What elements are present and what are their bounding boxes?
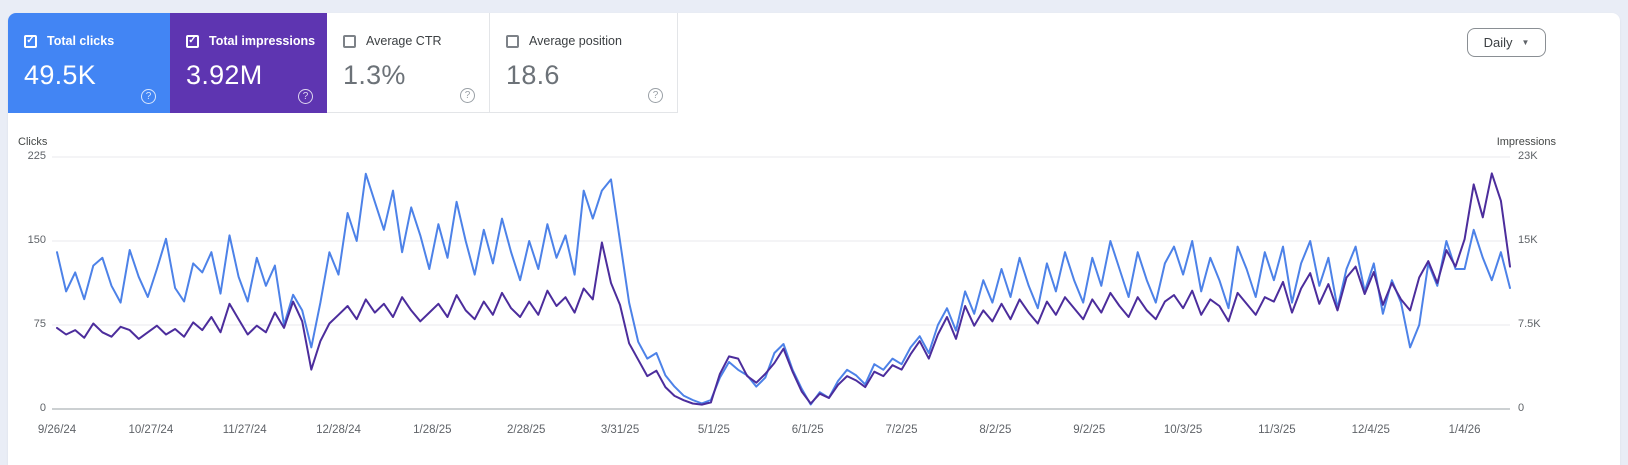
metric-cards: ✓ Total clicks 49.5K ? ✓ Total impressio…	[8, 13, 678, 113]
metric-card-header: ✓ Total impressions	[186, 34, 315, 48]
metric-card-average-ctr[interactable]: Average CTR 1.3% ?	[327, 13, 490, 113]
metric-card-label: Average position	[529, 34, 622, 48]
metric-card-header: Average position	[506, 34, 661, 48]
checkbox-checked-icon[interactable]: ✓	[186, 34, 199, 48]
metric-card-value: 3.92M	[186, 60, 263, 90]
series-line-impressions[interactable]	[56, 172, 1511, 406]
metric-card-average-position[interactable]: Average position 18.6 ?	[490, 13, 678, 113]
help-icon[interactable]: ?	[648, 88, 663, 103]
metric-card-value: 49.5K	[24, 60, 97, 90]
granularity-label: Daily	[1483, 35, 1513, 50]
help-icon[interactable]: ?	[460, 88, 475, 103]
granularity-dropdown[interactable]: Daily ▼	[1467, 28, 1546, 57]
metric-card-label: Total clicks	[47, 34, 115, 48]
metric-card-header: ✓ Total clicks	[24, 34, 154, 48]
chevron-down-icon: ▼	[1521, 38, 1530, 47]
checkbox-checked-icon[interactable]: ✓	[24, 34, 37, 48]
metric-card-value: 18.6	[506, 60, 560, 90]
metric-card-total-clicks[interactable]: ✓ Total clicks 49.5K ?	[8, 13, 170, 113]
checkbox-unchecked-icon[interactable]	[343, 34, 356, 48]
help-icon[interactable]: ?	[298, 89, 313, 104]
series-line-clicks[interactable]	[56, 172, 1511, 406]
metric-card-label: Average CTR	[366, 34, 442, 48]
metric-card-label: Total impressions	[209, 34, 316, 48]
metric-card-total-impressions[interactable]: ✓ Total impressions 3.92M ?	[170, 13, 327, 113]
metric-card-value: 1.3%	[343, 60, 406, 90]
metric-card-header: Average CTR	[343, 34, 473, 48]
help-icon[interactable]: ?	[141, 89, 156, 104]
checkbox-unchecked-icon[interactable]	[506, 34, 519, 48]
